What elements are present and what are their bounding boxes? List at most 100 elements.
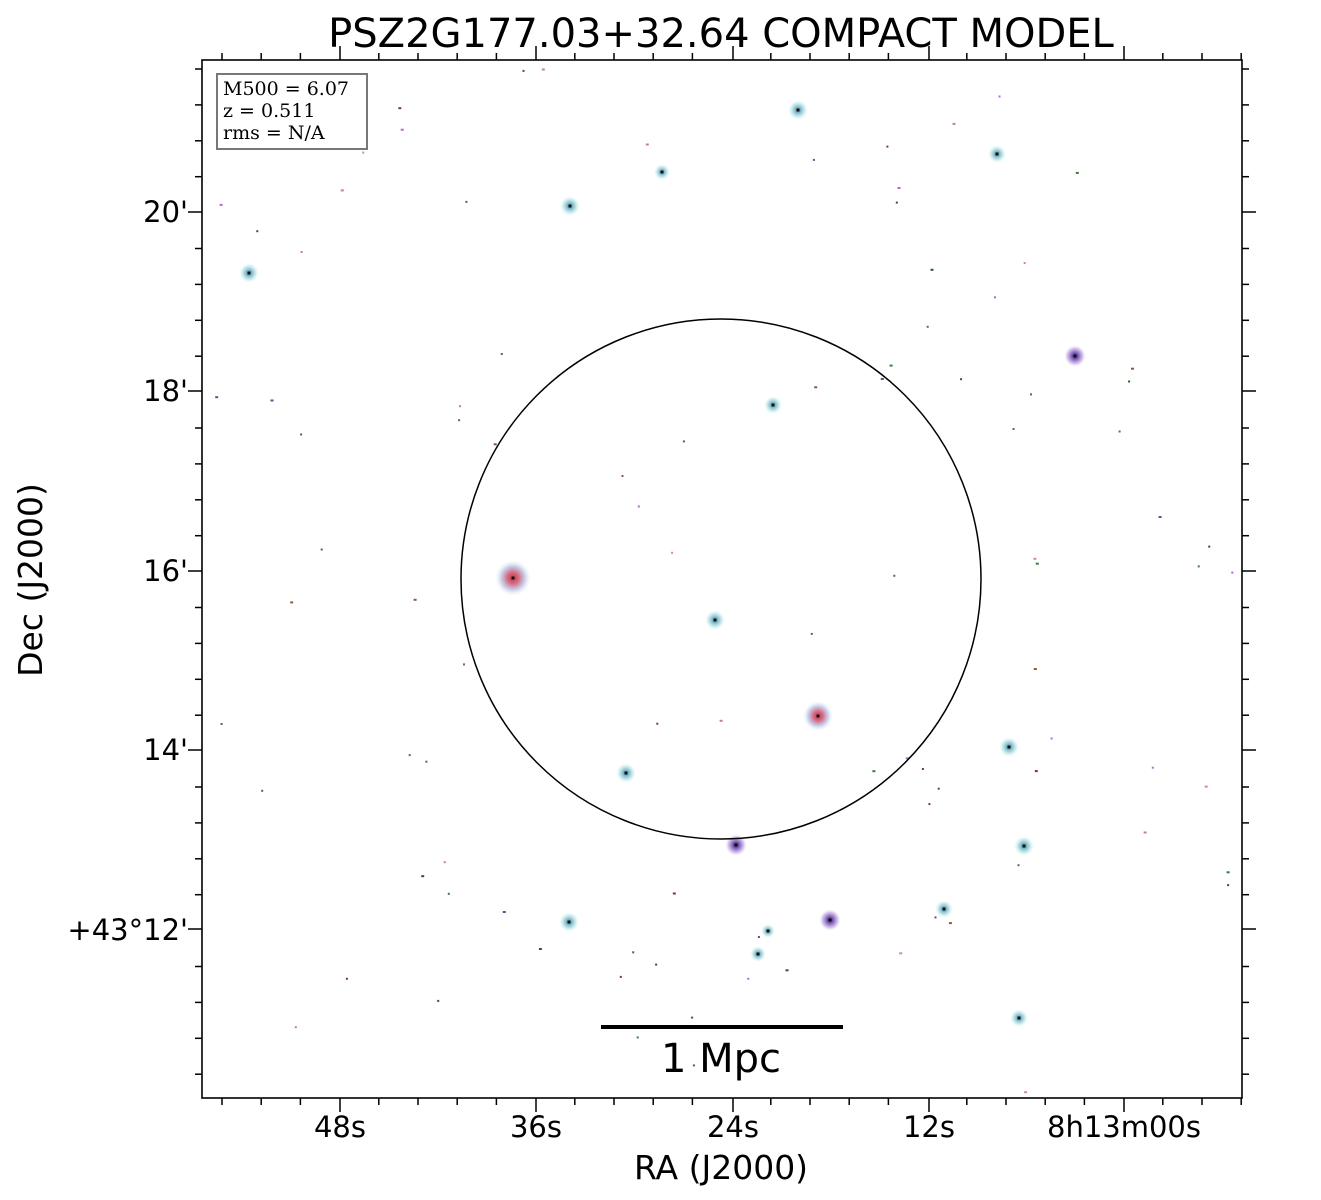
point-source [1010,1009,1028,1027]
x-tick-label: 8h13m00s [1047,1110,1201,1144]
noise-speckle [270,399,274,402]
noise-speckle [889,364,893,367]
noise-speckle [1151,766,1154,769]
noise-speckle [1197,565,1200,568]
noise-speckle [362,151,365,154]
noise-speckle [500,353,503,355]
r500-circle [460,318,982,840]
noise-speckle [1226,871,1230,874]
noise-speckle [1017,864,1020,867]
noise-speckle [219,203,223,206]
noise-speckle [290,601,294,604]
noise-speckle [814,386,818,389]
noise-speckle [465,200,468,203]
noise-speckle [899,952,903,955]
noise-speckle [437,999,440,1002]
noise-speckle [1231,571,1234,574]
noise-speckle [928,803,931,806]
scale-bar: 1 Mpc [601,1025,843,1082]
noise-speckle [872,770,876,773]
noise-speckle [895,201,898,204]
noise-speckle [719,719,723,722]
noise-speckle [1033,557,1037,560]
noise-speckle [1204,785,1208,788]
x-tick-label: 24s [707,1110,759,1144]
noise-speckle [948,922,952,925]
point-source [935,900,953,918]
point-source [1014,836,1034,856]
noise-speckle [1128,380,1131,383]
noise-speckle [463,663,465,666]
y-tick-labels: 20' 18' 16' 14' +43°12' [67,195,188,947]
noise-speckle [398,107,402,110]
noise-speckle [691,1016,694,1019]
point-source [239,263,259,283]
noise-speckle [502,911,506,913]
noise-speckle [934,916,937,919]
noise-speckle [810,632,813,635]
point-source [560,196,580,216]
noise-speckle [443,861,446,864]
noise-speckle [1035,562,1039,565]
noise-speckle [261,789,264,792]
noise-speckle [345,977,348,980]
point-source [988,145,1006,163]
noise-speckle [1208,545,1211,548]
x-axis-label: RA (J2000) [634,1148,808,1187]
point-source [764,396,782,414]
noise-speckle [256,230,259,233]
noise-speckle [538,948,542,950]
x-tick-label: 36s [510,1110,562,1144]
point-source [616,763,636,783]
noise-speckle [1024,1091,1028,1094]
noise-speckle [656,722,659,725]
point-source [654,164,670,180]
noise-speckle [926,325,929,328]
noise-speckle [215,396,219,399]
noise-speckle [960,378,963,381]
y-tick-label: 18' [143,374,188,408]
noise-speckle [886,145,889,148]
noise-speckle [937,787,940,790]
noise-speckle [447,892,450,895]
noise-speckle [1227,884,1230,887]
point-source [761,924,775,938]
info-m500: M500 = 6.07 [223,78,349,100]
noise-speckle [493,443,497,446]
noise-speckle [408,754,411,757]
y-axis-label: Dec (J2000) [11,483,50,677]
noise-speckle [632,951,635,954]
noise-speckle [1023,262,1026,264]
noise-speckle [812,158,815,161]
point-source [559,912,579,932]
y-tick-label: 16' [143,554,188,588]
point-source [999,737,1019,757]
noise-speckle [994,296,996,299]
point-source [1064,345,1086,367]
noise-speckle [421,875,425,878]
plot-frame [201,59,1243,1099]
noise-speckle [645,143,649,146]
noise-speckle [340,189,344,192]
noise-speckle [619,975,622,978]
x-tick-label: 12s [903,1110,955,1144]
noise-speckle [998,95,1001,98]
noise-speckle [1143,831,1147,834]
noise-speckle [1118,430,1121,433]
point-source [495,560,531,596]
noise-speckle [1033,668,1037,670]
noise-speckles [215,68,1234,1094]
noise-speckle [1012,428,1015,430]
noise-speckle [757,936,760,938]
point-source [803,701,833,731]
noise-speckle [897,187,901,189]
noise-speckle [747,977,750,980]
noise-speckle [785,969,789,972]
noise-speckle [458,419,461,422]
noise-speckle [930,268,934,271]
noise-speckle [1034,770,1038,773]
noise-speckle [952,122,956,125]
noise-speckle [671,551,674,554]
noise-speckle [636,1036,639,1039]
